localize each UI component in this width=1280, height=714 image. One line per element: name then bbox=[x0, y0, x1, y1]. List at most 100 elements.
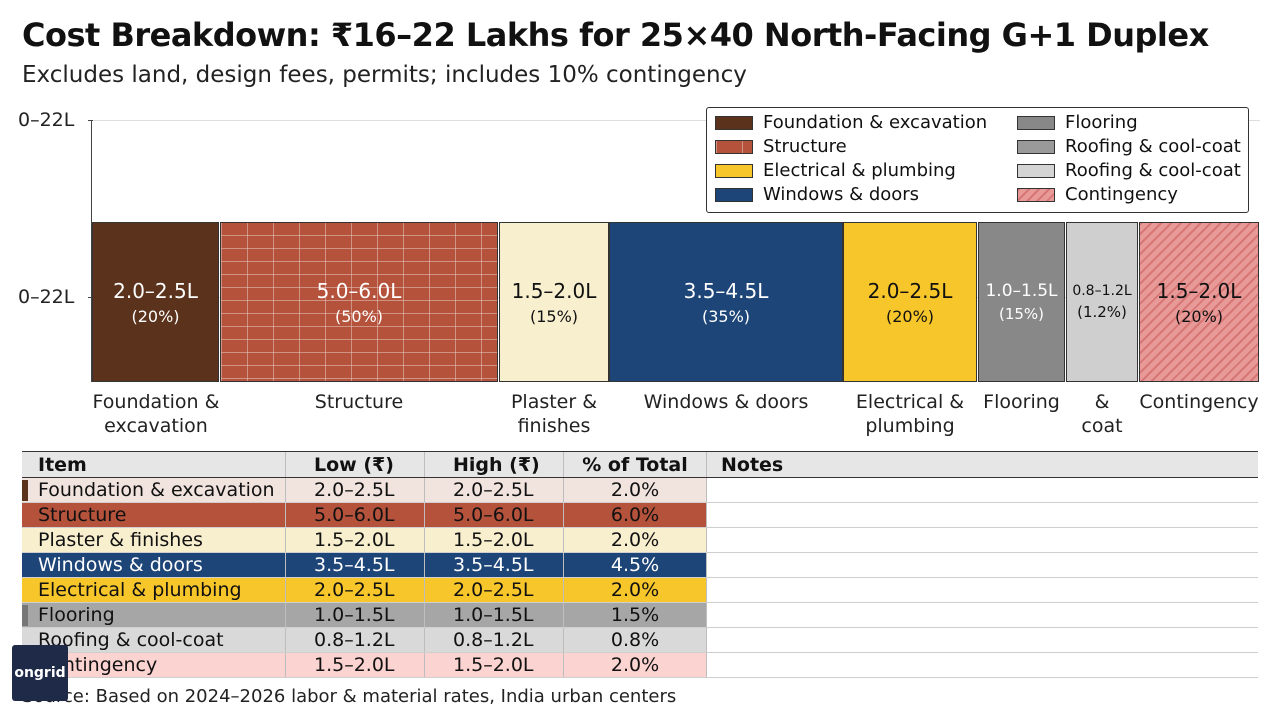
chart-title: Cost Breakdown: ₹16–22 Lakhs for 25×40 N… bbox=[22, 16, 1209, 54]
cell-low: 1.0–1.5L bbox=[286, 603, 425, 627]
bar-value-label: 2.0–2.5L bbox=[113, 278, 198, 303]
row-color-marker bbox=[22, 630, 28, 651]
legend-label: Flooring bbox=[1065, 112, 1138, 133]
legend-item: Electrical & plumbing bbox=[715, 160, 956, 181]
header-notes: Notes bbox=[707, 452, 1258, 477]
cell-low: 2.0–2.5L bbox=[286, 478, 425, 502]
bar-value-label: 3.5–4.5L bbox=[683, 278, 769, 303]
cell-low: 0.8–1.2L bbox=[286, 628, 425, 652]
bar-percent-label: (15%) bbox=[529, 306, 579, 326]
table-row: Windows & doors 3.5–4.5L 3.5–4.5L 4.5% bbox=[22, 553, 1258, 578]
legend-swatch bbox=[1017, 163, 1055, 178]
cell-pct: 0.8% bbox=[564, 628, 707, 652]
bar-value-label: 1.5–2.0L bbox=[1156, 278, 1242, 303]
cell-notes bbox=[707, 628, 1258, 652]
cell-notes bbox=[707, 478, 1258, 502]
row-color-marker bbox=[22, 605, 28, 626]
legend-label: Foundation & excavation bbox=[763, 112, 988, 133]
bar-value-label: 0.8–1.2L bbox=[1072, 283, 1132, 299]
legend-item: Flooring bbox=[1017, 112, 1138, 133]
cell-pct: 6.0% bbox=[564, 503, 707, 527]
legend-label: Electrical & plumbing bbox=[763, 160, 956, 181]
legend: Foundation & excavation Structure Electric… bbox=[706, 107, 1249, 213]
cell-high: 2.0–2.5L bbox=[425, 578, 564, 602]
x-tick-label: Windows & doors bbox=[643, 391, 809, 413]
header-pct: % of Total bbox=[564, 452, 707, 477]
bar-flooring: 1.0–1.5L (15%) bbox=[978, 222, 1065, 382]
legend-item: Foundation & excavation bbox=[715, 112, 987, 133]
row-color-marker bbox=[22, 530, 28, 551]
cell-item: Plaster & finishes bbox=[22, 528, 286, 552]
cell-pct: 4.5% bbox=[564, 553, 707, 577]
y-tick-mark-top bbox=[88, 120, 93, 121]
y-axis bbox=[91, 120, 92, 382]
bar-percent-label: (20%) bbox=[1174, 306, 1224, 326]
bar-percent-label: (50%) bbox=[334, 306, 384, 326]
bar-value-label: 1.0–1.5L bbox=[985, 281, 1058, 301]
bar-structure: 5.0–6.0L (50%) bbox=[220, 222, 498, 382]
cell-pct: 2.0% bbox=[564, 478, 707, 502]
table-row: Roofing & cool-coat 0.8–1.2L 0.8–1.2L 0.8% bbox=[22, 628, 1258, 653]
cell-notes bbox=[707, 603, 1258, 627]
table-header-row: Item Low (₹) High (₹) % of Total Notes bbox=[22, 451, 1258, 478]
cell-notes bbox=[707, 528, 1258, 552]
x-tick-label: Plaster & finishes bbox=[510, 391, 598, 437]
header-low: Low (₹) bbox=[286, 452, 425, 477]
legend-swatch bbox=[715, 163, 753, 178]
cell-pct: 1.5% bbox=[564, 603, 707, 627]
cell-notes bbox=[707, 653, 1258, 677]
legend-swatch bbox=[1017, 139, 1055, 154]
bar-percent-label: (20%) bbox=[131, 306, 180, 326]
x-tick-label: Structure bbox=[314, 391, 404, 413]
cell-high: 1.5–2.0L bbox=[425, 528, 564, 552]
row-color-marker bbox=[22, 555, 28, 576]
table-row: Electrical & plumbing 2.0–2.5L 2.0–2.5L 2.0… bbox=[22, 578, 1258, 603]
cell-pct: 2.0% bbox=[564, 578, 707, 602]
table-row: Structure 5.0–6.0L 5.0–6.0L 6.0% bbox=[22, 503, 1258, 528]
x-tick-label: Electrical & plumbing bbox=[855, 391, 965, 437]
cell-item: Foundation & excavation bbox=[22, 478, 286, 502]
bar-value-label: 2.0–2.5L bbox=[867, 278, 953, 303]
x-tick-label: Foundation & excavation bbox=[92, 391, 220, 437]
cell-high: 0.8–1.2L bbox=[425, 628, 564, 652]
bar-plaster-finishes: 1.5–2.0L (15%) bbox=[499, 222, 609, 382]
cell-notes bbox=[707, 553, 1258, 577]
bar-value-label: 1.5–2.0L bbox=[511, 278, 597, 303]
cell-low: 2.0–2.5L bbox=[286, 578, 425, 602]
source-note: Source: Based on 2024–2026 labor & mater… bbox=[22, 686, 677, 707]
table-row: Contingency 1.5–2.0L 1.5–2.0L 2.0% bbox=[22, 653, 1258, 678]
cell-pct: 2.0% bbox=[564, 653, 707, 677]
legend-item: Roofing & cool-coat bbox=[1017, 160, 1241, 181]
y-tick-label-mid: 0–22L bbox=[18, 286, 75, 308]
x-tick-label: & coat bbox=[1081, 391, 1123, 437]
bar-percent-label: (15%) bbox=[998, 305, 1045, 323]
row-color-marker bbox=[22, 580, 28, 601]
bar-percent-label: (1.2%) bbox=[1077, 303, 1127, 321]
header-high: High (₹) bbox=[425, 452, 564, 477]
row-color-marker bbox=[22, 505, 28, 526]
cell-pct: 2.0% bbox=[564, 528, 707, 552]
header-item: Item bbox=[22, 452, 286, 477]
legend-item: Contingency bbox=[1017, 184, 1178, 205]
cell-item: Flooring bbox=[22, 603, 286, 627]
brand-logo: ongrid bbox=[12, 645, 68, 701]
legend-swatch bbox=[715, 187, 753, 202]
cell-high: 3.5–4.5L bbox=[425, 553, 564, 577]
legend-label: Roofing & cool-coat bbox=[1065, 160, 1241, 181]
bar-percent-label: (20%) bbox=[885, 306, 935, 326]
bar-electrical-plumbing: 2.0–2.5L (20%) bbox=[843, 222, 977, 382]
legend-label: Roofing & cool-coat bbox=[1065, 136, 1241, 157]
y-tick-label-top: 0–22L bbox=[18, 109, 75, 131]
cell-high: 5.0–6.0L bbox=[425, 503, 564, 527]
y-tick-mark-mid bbox=[88, 297, 93, 298]
cell-low: 1.5–2.0L bbox=[286, 528, 425, 552]
cell-low: 3.5–4.5L bbox=[286, 553, 425, 577]
bar-value-label: 5.0–6.0L bbox=[316, 278, 402, 303]
bar-windows-doors: 3.5–4.5L (35%) bbox=[609, 222, 843, 382]
legend-item: Roofing & cool-coat bbox=[1017, 136, 1241, 157]
table-row: Plaster & finishes 1.5–2.0L 1.5–2.0L 2.0% bbox=[22, 528, 1258, 553]
cell-low: 1.5–2.0L bbox=[286, 653, 425, 677]
cell-notes bbox=[707, 503, 1258, 527]
legend-item: Windows & doors bbox=[715, 184, 919, 205]
